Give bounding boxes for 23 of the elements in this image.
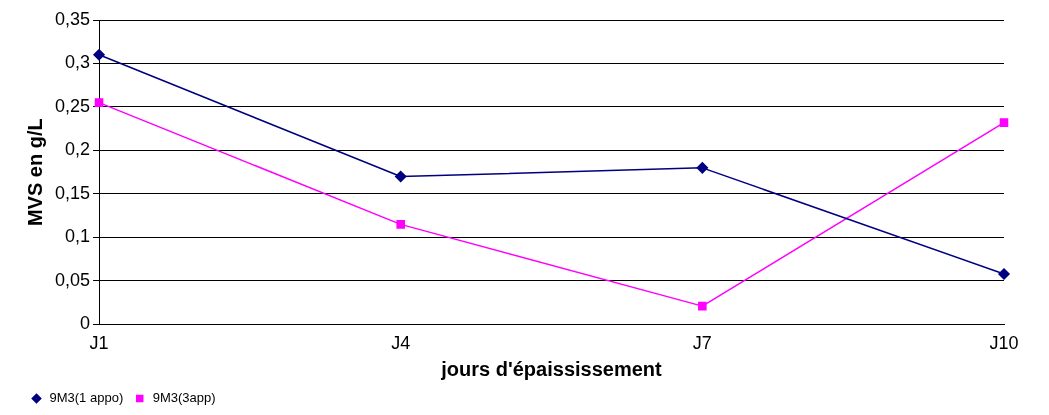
point: [396, 220, 405, 229]
y-tick-label: 0,2: [65, 139, 91, 160]
x-tick-label: J7: [692, 333, 712, 354]
point: [696, 162, 709, 174]
point: [93, 49, 105, 61]
y-tick-label: 0,3: [65, 52, 91, 73]
point: [698, 301, 707, 311]
y-axis-title: MVS en g/L: [23, 118, 46, 227]
x-tick-label: J4: [391, 333, 411, 354]
y-tick-label: 0: [80, 313, 91, 334]
legend-label: 9M3(1 appo): [49, 390, 124, 406]
y-tick-label: 0,15: [54, 182, 91, 203]
x-tick-label: J10: [989, 333, 1019, 354]
point: [394, 170, 407, 183]
y-tick-label: 0,35: [54, 8, 91, 29]
y-tick-label: 0,25: [54, 95, 91, 116]
legend-label: 9M3(3app): [152, 390, 216, 406]
point: [999, 118, 1009, 127]
x-tick-label: J1: [89, 333, 109, 354]
y-tick-label: 0,1: [65, 226, 91, 247]
point: [998, 268, 1010, 280]
x-axis-title: jours d'épaississement: [440, 357, 663, 380]
y-tick-label: 0,05: [54, 269, 91, 290]
